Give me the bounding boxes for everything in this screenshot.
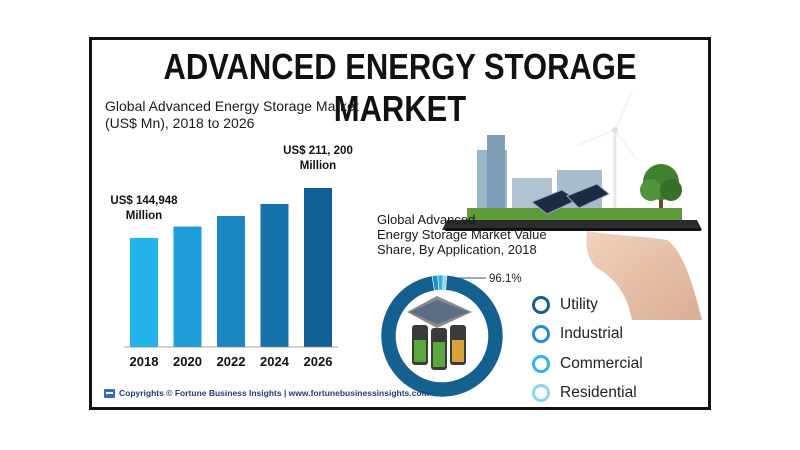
legend-label-industrial: Industrial [560,325,623,343]
legend-label-utility: Utility [560,295,598,313]
turbine-hub [612,127,618,133]
battery-solar-roof [410,300,469,324]
donut-data-label-utility: 96.1% [489,273,522,285]
bar-chart-subtitle: Global Advanced Energy Storage Market (U… [105,98,359,132]
donut-slice-industrial [431,274,440,291]
legend-label-commercial: Commercial [560,354,643,372]
battery-cell-2-charge [433,342,445,367]
battery-illustration [407,296,472,370]
donut-slice-commercial [437,274,444,291]
legend-dot-utility [532,295,550,314]
x-tick-label-2018: 2018 [130,354,159,369]
tree-canopy-right [660,179,682,201]
battery-cell-3-charge [452,340,464,362]
legend-label-residential: Residential [560,384,637,402]
footer-text: Copyrights © Fortune Business Insights |… [119,388,430,398]
bar-2026 [304,188,332,347]
tree-trunk [659,195,663,220]
battery-cell-1-charge [414,340,426,362]
footer-copyright: Copyrights © Fortune Business Insights |… [104,388,429,398]
solar-panel-2 [566,183,610,209]
grass [467,208,682,222]
legend-dot-industrial [532,325,550,344]
tablet-edge [445,228,701,231]
building-2 [487,135,505,220]
pie-chart-title-line3: Share, By Application, 2018 [377,242,537,257]
tablet-city-illustration [442,91,702,320]
bar-chart-subtitle-line1: Global Advanced Energy Storage Market [105,98,359,114]
tree-canopy-left [640,179,662,201]
fortune-logo-icon [104,388,115,398]
pie-chart-title-line2: Energy Storage Market Value [377,227,547,242]
bar-2022 [217,216,245,347]
infographic-title: ADVANCED ENERGY STORAGE MARKET [163,46,637,129]
x-tick-label-2022: 2022 [217,354,246,369]
pie-chart-title: Global Advanced Energy Storage Market Va… [377,212,547,257]
legend-item-utility: Utility [532,290,643,320]
bar-2024 [260,203,289,347]
hand [586,231,702,320]
bar-chart-subtitle-line2: (US$ Mn), 2018 to 2026 [105,115,255,131]
legend-item-industrial: Industrial [532,320,643,350]
turbine-blade-3 [614,129,638,161]
bar-2018 [130,237,158,347]
donut-chart: 96.1% [380,273,522,398]
data-label-2026-line2: Million [300,160,336,172]
legend-item-residential: Residential [532,379,643,408]
bar-2020 [173,226,202,347]
pie-legend: Utility Industrial Commercial Residentia… [532,290,643,408]
data-label-2018-line1: US$ 144,948 [110,195,178,207]
x-tick-label-2024: 2024 [260,354,290,369]
tablet [442,220,702,230]
legend-dot-commercial [532,354,550,373]
turbine-blade-1 [614,91,633,131]
donut-slice-utility [380,274,504,398]
legend-item-commercial: Commercial [532,349,643,379]
x-tick-label-2026: 2026 [304,354,333,369]
x-tick-label-2020: 2020 [173,354,202,369]
pie-chart-title-line1: Global Advanced [377,212,476,227]
bar-chart: 2018 US$ 144,948 Million 2020 2022 2024 2026 US… [110,145,353,369]
legend-dot-residential [532,384,550,403]
data-label-2018-line2: Million [126,210,162,222]
data-label-2026-line1: US$ 211, 200 [283,145,353,157]
turbine-blade-2 [576,129,616,146]
infographic-frame: ADVANCED ENERGY STORAGE MARKET Global Ad… [89,37,711,410]
